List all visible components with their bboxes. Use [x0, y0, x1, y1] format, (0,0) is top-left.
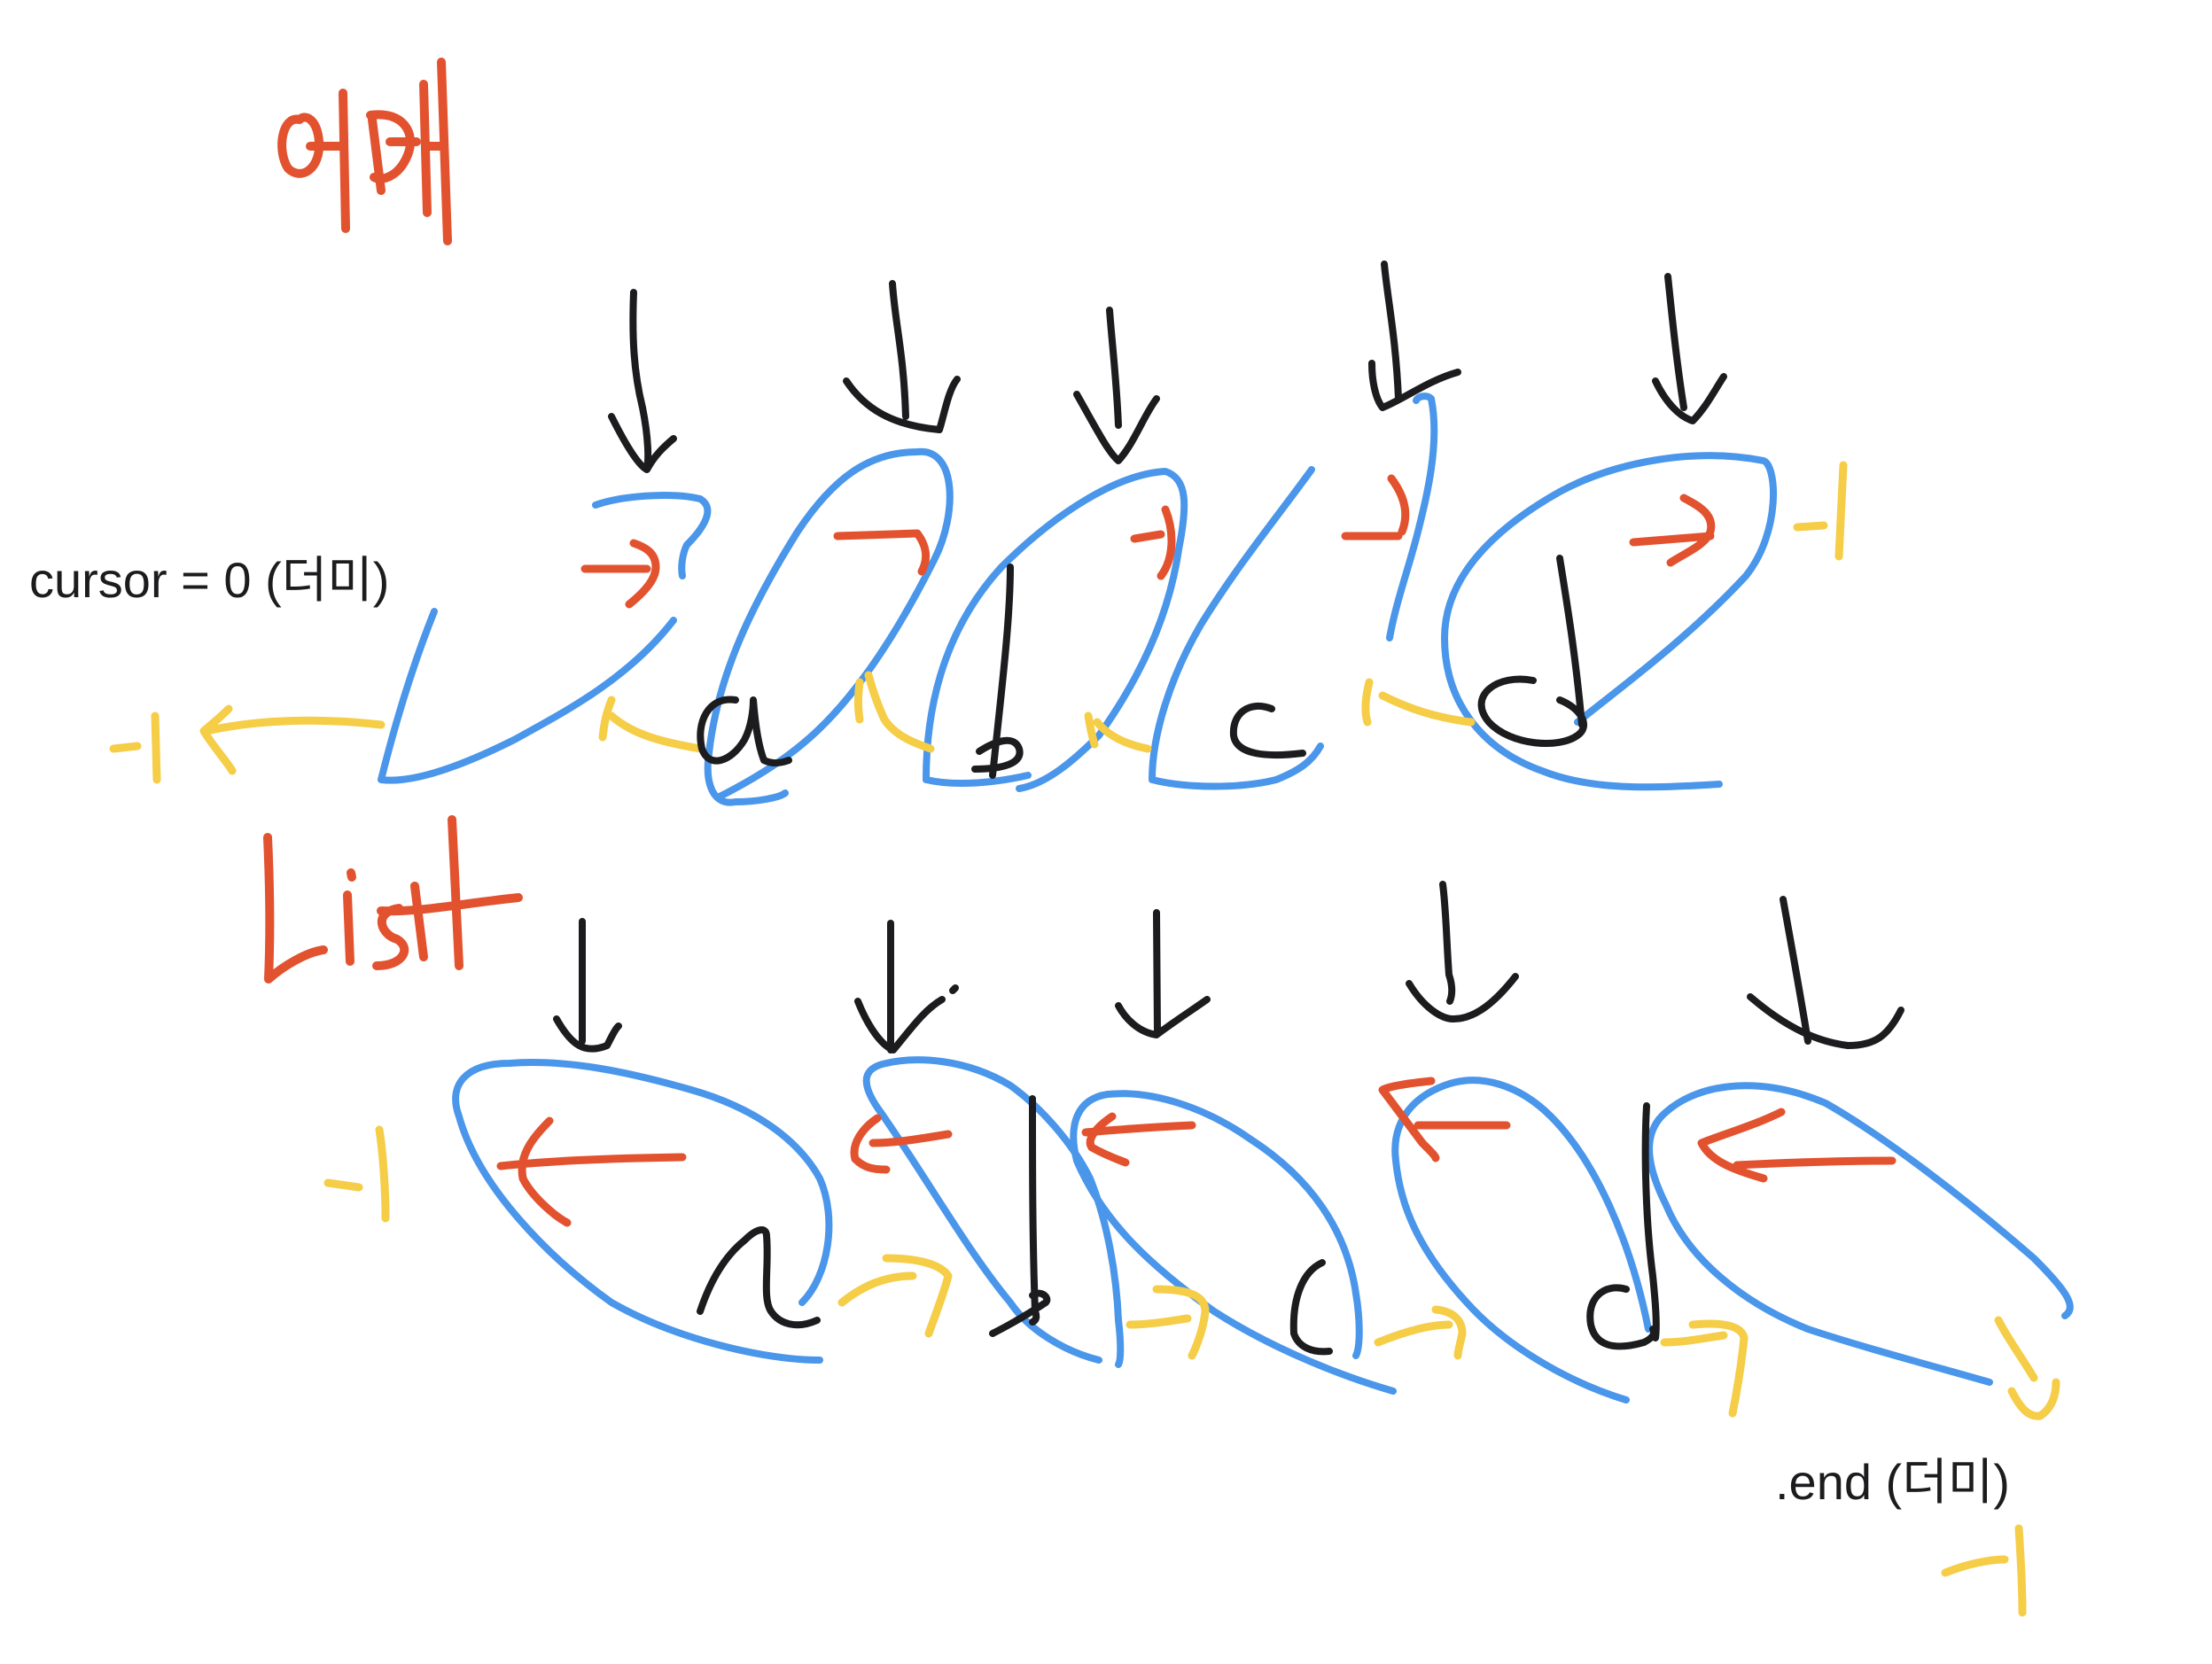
array-cell	[704, 447, 954, 806]
down-arrow-icon	[1073, 307, 1160, 464]
array-cell	[592, 492, 712, 579]
left-arrow-icon	[199, 704, 386, 775]
left-arrow-icon	[850, 1114, 953, 1174]
array-cell	[1441, 452, 1777, 791]
right-arrow-icon	[1660, 1319, 1749, 1418]
minus-one-markers-list	[323, 1125, 2027, 1617]
array-cell	[923, 468, 1188, 792]
left-arrow-icon	[1081, 1112, 1196, 1167]
cursor-dummy-label: cursor = 0 (더미)	[29, 552, 390, 608]
letter-a	[697, 696, 792, 766]
list-nodes	[452, 1056, 2074, 1404]
left-arrow-icon	[496, 1116, 687, 1227]
letter-a	[697, 1226, 821, 1329]
next-pointers-list	[837, 1254, 2060, 1420]
array-cell	[378, 608, 677, 784]
left-arrow-icon	[854, 671, 935, 753]
down-arrow-icon	[854, 920, 946, 1054]
right-arrow-icon	[1130, 505, 1176, 580]
down-arrow-icon	[949, 984, 959, 994]
down-arrow-icon	[1406, 881, 1519, 1023]
down-arrow-icon	[1368, 260, 1461, 411]
pointer-arrows-list	[553, 881, 1904, 1054]
list-node	[1070, 1090, 1397, 1395]
letter-d	[1586, 1102, 1660, 1350]
left-arrow-icon	[1361, 678, 1476, 727]
prev-pointers-list	[496, 1077, 1897, 1227]
down-arrow-icon	[1652, 273, 1727, 424]
left-arrow-icon	[598, 696, 705, 753]
right-arrow-icon	[837, 1254, 953, 1338]
left-arrow-icon	[1084, 711, 1152, 753]
list-node	[1646, 1082, 2074, 1386]
section-list-title	[263, 815, 523, 984]
down-arrow-icon	[1994, 1316, 2060, 1420]
list-letters	[697, 1095, 1660, 1356]
down-arrow-icon	[608, 289, 677, 473]
left-arrow-icon	[1697, 1108, 1897, 1183]
list-node	[452, 1059, 833, 1364]
letter-d	[1477, 555, 1588, 747]
down-arrow-icon	[553, 918, 622, 1053]
down-arrow-icon	[1115, 909, 1211, 1038]
down-arrow-icon	[843, 280, 961, 433]
down-arrow-icon	[1747, 896, 1904, 1049]
array-letters	[697, 555, 1588, 779]
right-arrow-icon	[833, 529, 931, 576]
letter-b	[971, 564, 1024, 779]
left-arrow-icon	[1378, 1077, 1511, 1162]
next-pointers-array	[580, 474, 1716, 609]
right-arrow-icon	[580, 539, 660, 609]
letter-b	[989, 1095, 1051, 1337]
letter-c	[1229, 702, 1306, 759]
right-arrow-icon	[1125, 1285, 1210, 1360]
prev-pointers-array	[199, 671, 1476, 775]
list-node	[862, 1056, 1125, 1368]
right-arrow-icon	[1629, 494, 1716, 567]
array-cell	[1386, 393, 1438, 641]
array-cell	[1149, 466, 1324, 790]
right-arrow-icon	[1341, 474, 1410, 540]
array-cells	[378, 393, 1777, 806]
section-array-title	[277, 58, 452, 245]
minus-one-markers-array	[109, 461, 1848, 784]
end-dummy-label: .end (더미)	[1775, 1454, 2010, 1510]
letter-c	[1289, 1259, 1333, 1356]
right-arrow-icon	[1374, 1305, 1467, 1360]
pointer-arrows-array	[608, 260, 1727, 473]
